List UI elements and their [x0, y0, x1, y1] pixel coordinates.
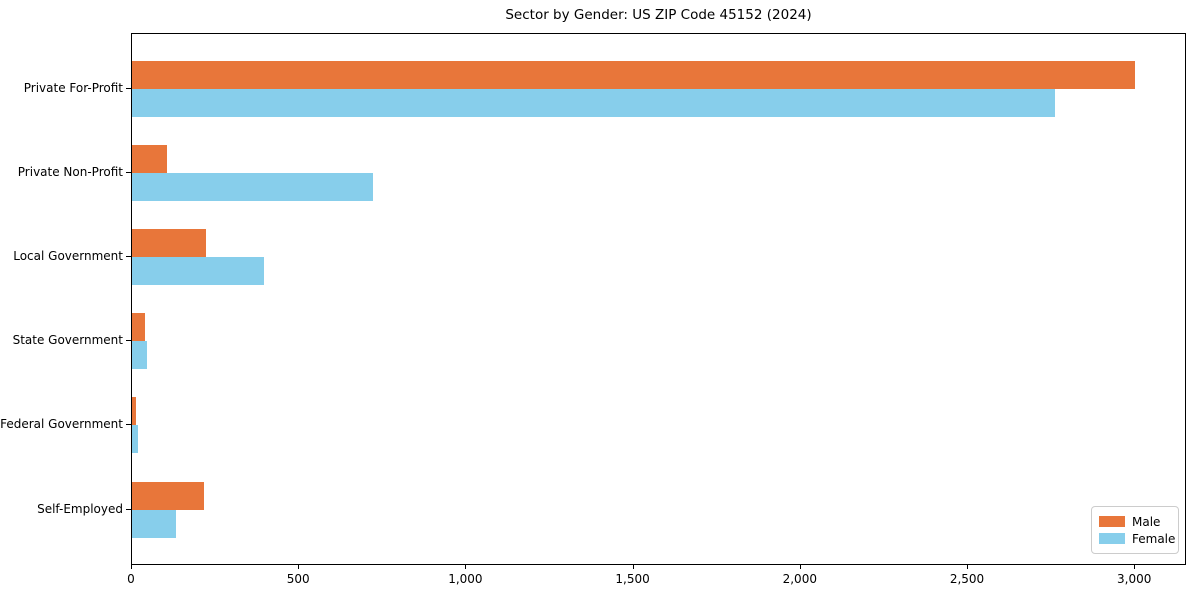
x-tick-mark [799, 565, 801, 569]
y-axis-label-private-for-profit: Private For-Profit [23, 81, 123, 95]
y-axis-label-private-non-profit: Private Non-Profit [17, 165, 123, 180]
legend: Male Female [1091, 506, 1179, 554]
x-tick-mark [632, 565, 634, 569]
bar-male-private-for-profit [132, 61, 1136, 89]
bar-male-self-employed [132, 481, 204, 510]
bar-female-private-non-profit [132, 173, 373, 202]
x-tick-mark [967, 565, 968, 569]
bar-female-private-for-profit [132, 89, 1055, 117]
y-tick-mark [126, 172, 131, 174]
y-tick-mark [126, 508, 131, 510]
x-tick-label-2-000: 2,000 [782, 572, 817, 586]
x-tick-mark [131, 565, 132, 569]
bar-male-private-non-profit [132, 145, 168, 174]
y-tick-mark [126, 340, 131, 342]
x-tick-mark [1134, 565, 1136, 569]
x-tick-label-3-000: 3,000 [1117, 572, 1152, 586]
legend-label-female: Female [1132, 531, 1176, 546]
female-series-swatch [1099, 533, 1125, 544]
y-axis-label-self-employed: Self-Employed [37, 501, 123, 516]
bar-female-self-employed [132, 509, 176, 538]
x-tick-label-1-500: 1,500 [615, 572, 650, 586]
y-axis-label-state-government: State Government [12, 333, 123, 348]
x-tick-label-2-500: 2,500 [949, 572, 985, 586]
x-tick-label-500: 500 [286, 572, 310, 586]
legend-entry-male: Male [1099, 513, 1170, 530]
male-series-swatch [1099, 516, 1125, 527]
bar-female-local-government [132, 257, 265, 286]
x-tick-label-0: 0 [127, 572, 135, 586]
legend-entry-female: Female [1099, 530, 1175, 547]
bar-male-local-government [132, 229, 206, 258]
x-tick-mark [465, 565, 467, 569]
chart-title: Sector by Gender: US ZIP Code 45152 (202… [505, 7, 812, 23]
plot-area [131, 33, 1186, 565]
y-axis-label-federal-government: Federal Government [0, 417, 123, 432]
legend-label-male: Male [1132, 514, 1161, 529]
bar-male-federal-government [132, 397, 136, 426]
x-tick-mark [298, 565, 300, 569]
bar-male-state-government [132, 313, 146, 342]
bar-female-state-government [132, 341, 147, 370]
x-tick-label-1-000: 1,000 [448, 572, 483, 586]
bar-female-federal-government [132, 425, 138, 454]
y-tick-mark [126, 424, 131, 426]
y-tick-mark [126, 88, 131, 89]
y-axis-label-local-government: Local Government [13, 249, 123, 264]
y-tick-mark [126, 256, 131, 258]
